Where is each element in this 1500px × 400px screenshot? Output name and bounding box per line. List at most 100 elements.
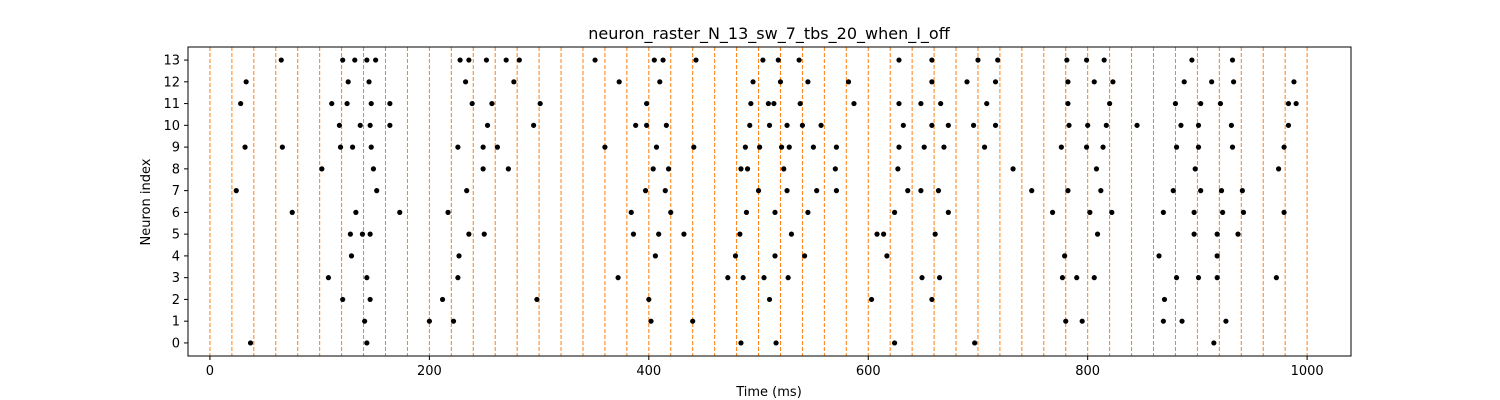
- spike-point: [511, 79, 517, 85]
- spike-point: [445, 209, 451, 215]
- spike-point: [370, 166, 377, 172]
- spike-point: [1198, 188, 1204, 194]
- spike-point: [799, 122, 806, 128]
- spike-point: [374, 188, 380, 194]
- spike-point: [642, 188, 649, 194]
- spike-point: [778, 144, 785, 150]
- spike-point: [1049, 209, 1056, 215]
- spike-point: [805, 209, 811, 215]
- spike-point: [1059, 275, 1066, 281]
- spike-point: [480, 144, 486, 150]
- spike-point: [896, 100, 902, 107]
- spike-point: [233, 188, 239, 194]
- spike-point: [1281, 209, 1287, 215]
- spike-point: [1291, 79, 1297, 85]
- spike-point: [972, 340, 978, 346]
- spike-point: [349, 144, 356, 150]
- spike-point: [368, 144, 374, 150]
- spike-point: [744, 166, 751, 172]
- spike-point: [786, 144, 792, 150]
- spike-point: [1170, 188, 1176, 194]
- spike-point: [984, 100, 990, 107]
- spike-point: [279, 144, 285, 150]
- spike-point: [818, 122, 824, 128]
- spike-point: [644, 122, 650, 128]
- spike-point: [896, 57, 902, 63]
- spike-point: [742, 144, 748, 150]
- spike-point: [1173, 144, 1180, 150]
- y-tick-label: 5: [172, 228, 180, 243]
- spike-point: [1235, 231, 1241, 237]
- spike-point: [242, 144, 248, 150]
- spike-point: [833, 144, 840, 150]
- spike-point: [1010, 166, 1016, 172]
- spike-point: [648, 318, 654, 324]
- spike-point: [336, 122, 343, 128]
- spike-point: [665, 166, 672, 172]
- spike-point: [337, 144, 344, 150]
- spike-point: [534, 296, 540, 303]
- spike-point: [366, 79, 372, 85]
- spike-point: [469, 100, 475, 107]
- spike-point: [1058, 144, 1064, 150]
- spike-point: [975, 57, 981, 63]
- spike-point: [238, 100, 244, 107]
- spike-point: [347, 231, 353, 237]
- spike-point: [387, 122, 393, 128]
- spike-point: [755, 188, 762, 194]
- spike-point: [881, 231, 887, 237]
- chart-title: neuron_raster_N_13_sw_7_tbs_20_when_I_of…: [588, 24, 950, 44]
- spike-point: [1273, 275, 1279, 281]
- spike-point: [466, 231, 472, 237]
- spike-point: [663, 122, 669, 128]
- spike-point: [489, 100, 495, 107]
- spike-point: [1229, 144, 1236, 150]
- spike-point: [462, 79, 469, 85]
- spike-point: [456, 253, 462, 259]
- y-tick-label: 8: [172, 162, 180, 177]
- spike-point: [896, 144, 902, 150]
- spike-point: [681, 231, 687, 237]
- spike-point: [935, 188, 942, 194]
- spike-point: [1066, 122, 1072, 128]
- spike-point: [1214, 275, 1220, 281]
- spike-point: [981, 144, 988, 150]
- spike-point: [1214, 231, 1220, 237]
- spike-point: [748, 100, 754, 107]
- spike-point: [455, 275, 461, 281]
- spike-point: [810, 144, 816, 150]
- spike-point: [616, 79, 622, 85]
- spike-point: [289, 209, 295, 215]
- spike-point: [995, 57, 1001, 63]
- spike-point: [651, 57, 657, 63]
- y-tick-label: 6: [172, 206, 180, 221]
- spike-point: [1091, 275, 1097, 281]
- spike-point: [938, 100, 944, 107]
- spike-point: [653, 144, 660, 150]
- spike-point: [891, 340, 898, 346]
- spike-point: [929, 122, 935, 128]
- spike-point: [737, 231, 743, 237]
- spike-point: [1181, 79, 1187, 85]
- spike-point: [1214, 253, 1220, 259]
- spike-point: [1091, 79, 1097, 85]
- spike-point: [481, 231, 487, 237]
- spike-point: [319, 166, 325, 172]
- spike-point: [1083, 57, 1090, 63]
- spike-point: [484, 122, 491, 128]
- spike-point: [1160, 209, 1166, 215]
- spike-point: [761, 275, 767, 281]
- spike-point: [757, 144, 763, 150]
- spike-point: [740, 275, 746, 281]
- spike-point: [660, 57, 666, 63]
- spike-point: [1065, 188, 1071, 194]
- spike-point: [628, 209, 634, 215]
- spike-point: [772, 253, 778, 259]
- spike-point: [1285, 122, 1292, 128]
- spike-point: [891, 209, 898, 215]
- spike-point: [364, 57, 370, 63]
- spike-point: [945, 122, 951, 128]
- spike-point: [1198, 100, 1204, 107]
- y-tick-label: 12: [163, 75, 180, 90]
